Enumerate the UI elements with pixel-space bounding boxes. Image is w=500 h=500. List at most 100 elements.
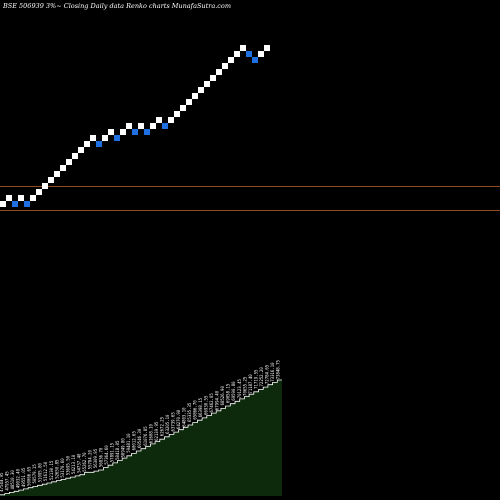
up-brick [138, 123, 144, 129]
down-brick [162, 123, 168, 129]
volume-label: 63205.10 [165, 414, 170, 434]
volume-label: 62672.25 [159, 416, 164, 436]
up-brick [174, 111, 180, 117]
volume-label: 55262.70 [82, 452, 87, 472]
up-brick [120, 129, 126, 135]
volume-label: 58949.80 [121, 438, 126, 458]
volume-label: 63739.65 [170, 412, 175, 432]
up-brick [240, 45, 246, 51]
up-brick [264, 45, 270, 51]
up-brick [0, 201, 6, 207]
up-brick [216, 69, 222, 75]
volume-label: 49032.40 [16, 468, 21, 488]
volume-label: 51612.50 [43, 461, 48, 481]
volume-label: 50579.15 [32, 464, 37, 484]
volume-label: 67994.40 [215, 390, 220, 410]
up-brick [234, 51, 240, 57]
up-brick [210, 75, 216, 81]
volume-label: 73316.10 [270, 362, 275, 382]
up-brick [126, 123, 132, 129]
up-brick [222, 63, 228, 69]
volume-label: 58418.05 [115, 440, 120, 460]
down-brick [114, 135, 120, 141]
volume-label: 56309.95 [93, 448, 98, 468]
volume-label: 49551.05 [21, 467, 26, 487]
volume-label: 55784.20 [87, 449, 92, 469]
down-brick [96, 141, 102, 147]
volume-label: 50066.65 [27, 466, 32, 486]
volume-label: 71187.40 [248, 374, 253, 394]
down-brick [132, 129, 138, 135]
volume-label: 73848.75 [275, 360, 280, 380]
up-brick [108, 129, 114, 135]
up-brick [150, 123, 156, 129]
volume-label: 52650.85 [54, 459, 59, 479]
volume-area [0, 380, 282, 496]
volume-label: 69058.15 [226, 383, 231, 403]
up-brick [78, 147, 84, 153]
down-brick [246, 51, 252, 57]
volume-label: 54213.10 [71, 454, 76, 474]
up-brick [6, 195, 12, 201]
up-brick [168, 117, 174, 123]
down-brick [24, 201, 30, 207]
up-brick [192, 93, 198, 99]
up-brick [258, 51, 264, 57]
down-brick [252, 57, 258, 63]
volume-label: 71719.55 [253, 369, 258, 389]
volume-labels: 47544.95 47957.45 48510.30 49032.40 49551.05… [0, 360, 280, 492]
volume-label: 66930.55 [204, 395, 209, 415]
volume-line [0, 379, 282, 496]
volume-label: 56836.70 [99, 447, 104, 467]
up-brick [66, 159, 72, 165]
up-brick [72, 153, 78, 159]
volume-label: 62139.95 [154, 421, 159, 441]
up-brick [204, 81, 210, 87]
volume-label: 60546.30 [137, 428, 142, 448]
up-brick [42, 183, 48, 189]
up-brick [18, 195, 24, 201]
chart-title: BSE 506939 3%~ Closing Daily data Renko … [2, 2, 231, 10]
volume-label: 61608.10 [148, 423, 153, 443]
up-brick [84, 141, 90, 147]
up-brick [54, 171, 60, 177]
up-brick [90, 135, 96, 141]
volume-label: 68526.90 [220, 386, 225, 406]
up-brick [36, 189, 42, 195]
volume-label: 61076.85 [143, 426, 148, 446]
volume-label: 54737.40 [76, 453, 81, 473]
reference-lines [0, 186, 500, 211]
volume-label: 47544.95 [0, 472, 4, 492]
volume-label: 51095.80 [38, 462, 43, 482]
volume-label: 52130.15 [49, 460, 54, 480]
volume-label: 65866.70 [193, 400, 198, 420]
volume-label: 57364.60 [104, 445, 109, 465]
volume-label: 47957.45 [5, 471, 10, 491]
up-brick [48, 177, 54, 183]
up-brick [198, 87, 204, 93]
up-brick [156, 117, 162, 123]
volume-label: 70123.45 [237, 378, 242, 398]
volume-label: 70655.25 [242, 376, 247, 396]
up-brick [30, 195, 36, 201]
down-brick [12, 201, 18, 207]
up-brick [102, 135, 108, 141]
volume-label: 65335.35 [187, 402, 192, 422]
volume-label: 60012.65 [132, 431, 137, 451]
up-brick [60, 165, 66, 171]
volume-label: 53170.60 [60, 458, 65, 478]
volume-label: 72252.20 [259, 367, 264, 387]
volume-label: 64270.90 [176, 409, 181, 429]
volume-panel [0, 379, 282, 496]
volume-label: 69590.80 [231, 381, 236, 401]
down-brick [144, 129, 150, 135]
volume-label: 64803.10 [181, 407, 186, 427]
volume-label: 72784.65 [264, 364, 269, 384]
volume-label: 67462.05 [209, 393, 214, 413]
up-brick [228, 57, 234, 63]
volume-label: 66398.15 [198, 397, 203, 417]
volume-label: 53695.50 [65, 455, 70, 475]
volume-label: 57891.15 [110, 442, 115, 462]
renko-bricks [0, 45, 270, 207]
